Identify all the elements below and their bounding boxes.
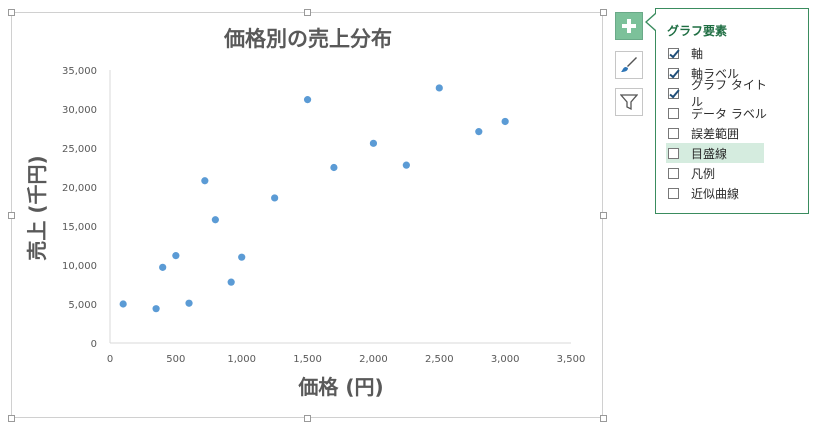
data-point[interactable]: [152, 305, 160, 313]
data-point[interactable]: [172, 252, 180, 260]
y-tick-label: 25,000: [62, 144, 97, 155]
scatter-chart: 価格別の売上分布 売上 (千円) 価格 (円) 0 500 1,000 1,500 2,…: [25, 27, 586, 399]
y-tick-label: 15,000: [62, 222, 97, 233]
x-tick-label: 1,000: [227, 354, 256, 365]
y-tick-label: 0: [91, 339, 97, 350]
resize-handle-top-right[interactable]: [600, 9, 607, 16]
chart-title[interactable]: 価格別の売上分布: [223, 27, 392, 51]
x-tick-label: 0: [107, 354, 113, 365]
chart-element-label: 目盛線: [691, 146, 728, 161]
data-point[interactable]: [271, 194, 279, 202]
data-point[interactable]: [227, 278, 235, 286]
y-tick-label: 35,000: [62, 66, 97, 77]
data-point[interactable]: [330, 163, 338, 172]
chart-element-item[interactable]: データ ラベル: [666, 103, 778, 123]
x-tick-label: 2,500: [425, 354, 454, 365]
x-tick-label: 3,500: [557, 354, 586, 365]
chart-element-label: 軸: [691, 46, 704, 61]
checkbox-unchecked[interactable]: [668, 167, 679, 179]
chart-element-item[interactable]: 軸ラベル: [666, 63, 778, 83]
panel-title: グラフ要素: [667, 24, 728, 38]
y-tick-label: 20,000: [62, 183, 97, 194]
x-tick-label: 2,000: [359, 354, 388, 365]
chart-filters-button[interactable]: [615, 88, 643, 116]
resize-handle-bottom-right[interactable]: [600, 415, 607, 422]
data-point[interactable]: [201, 177, 209, 185]
chart-element-label: グラフ タイトル: [691, 78, 767, 109]
resize-handle-top-middle[interactable]: [304, 9, 311, 16]
chart-element-item[interactable]: 凡例: [666, 163, 778, 183]
data-point[interactable]: [501, 117, 509, 126]
y-tick-label: 10,000: [62, 261, 97, 272]
checkbox-unchecked[interactable]: [668, 127, 679, 139]
y-tick-label: 30,000: [62, 105, 97, 116]
chart-elements-button[interactable]: [615, 12, 643, 40]
data-point[interactable]: [303, 96, 312, 104]
y-axis-title[interactable]: 売上 (千円): [25, 155, 49, 260]
data-point[interactable]: [211, 216, 219, 224]
data-point[interactable]: [185, 299, 193, 307]
chart-element-label: 凡例: [691, 166, 716, 181]
data-point[interactable]: [119, 300, 127, 308]
checkbox-checked[interactable]: [668, 47, 679, 59]
chart-element-label: データ ラベル: [691, 106, 767, 121]
x-tick-label: 1,500: [293, 354, 322, 365]
resize-handle-bottom-middle[interactable]: [304, 415, 311, 422]
chart-element-item[interactable]: 目盛線: [666, 143, 764, 163]
data-point[interactable]: [475, 128, 483, 136]
resize-handle-middle-right[interactable]: [600, 212, 607, 219]
resize-handle-bottom-left[interactable]: [8, 415, 15, 422]
chart-element-item[interactable]: グラフ タイトル: [666, 78, 778, 109]
checkbox-unchecked[interactable]: [668, 107, 679, 119]
checkbox-checked[interactable]: [668, 87, 679, 99]
chart-element-item[interactable]: 誤差範囲: [666, 123, 778, 143]
chart-elements-panel: グラフ要素 軸軸ラベル グラフ タイトル データ ラベル 誤差範囲目盛線凡例近似曲線: [655, 8, 809, 214]
y-tick-label: 5,000: [68, 300, 97, 311]
chart-element-label: 軸ラベル: [691, 66, 740, 81]
chart-styles-button[interactable]: [615, 51, 643, 79]
data-point[interactable]: [435, 84, 443, 92]
x-tick-label: 3,000: [491, 354, 520, 365]
data-point[interactable]: [159, 263, 167, 271]
paintbrush-icon: [621, 57, 637, 72]
checkbox-unchecked[interactable]: [668, 187, 679, 199]
chart-element-item[interactable]: 近似曲線: [666, 183, 778, 203]
chart-element-label: 近似曲線: [691, 186, 740, 201]
data-point[interactable]: [238, 253, 246, 261]
plus-icon: [622, 19, 636, 33]
resize-handle-middle-left[interactable]: [8, 212, 15, 219]
resize-handle-top-left[interactable]: [8, 9, 15, 16]
checkbox-unchecked[interactable]: [668, 147, 679, 159]
filter-icon: [620, 94, 638, 111]
data-point[interactable]: [369, 139, 378, 147]
checkbox-checked[interactable]: [668, 67, 679, 79]
chart-element-item[interactable]: 軸: [666, 43, 778, 63]
x-axis-title[interactable]: 価格 (円): [297, 375, 383, 399]
x-tick-label: 500: [166, 354, 185, 365]
chart-element-label: 誤差範囲: [691, 126, 740, 141]
data-point[interactable]: [402, 161, 410, 169]
chart-elements-list: 軸軸ラベル グラフ タイトル データ ラベル 誤差範囲目盛線凡例近似曲線: [666, 43, 778, 203]
